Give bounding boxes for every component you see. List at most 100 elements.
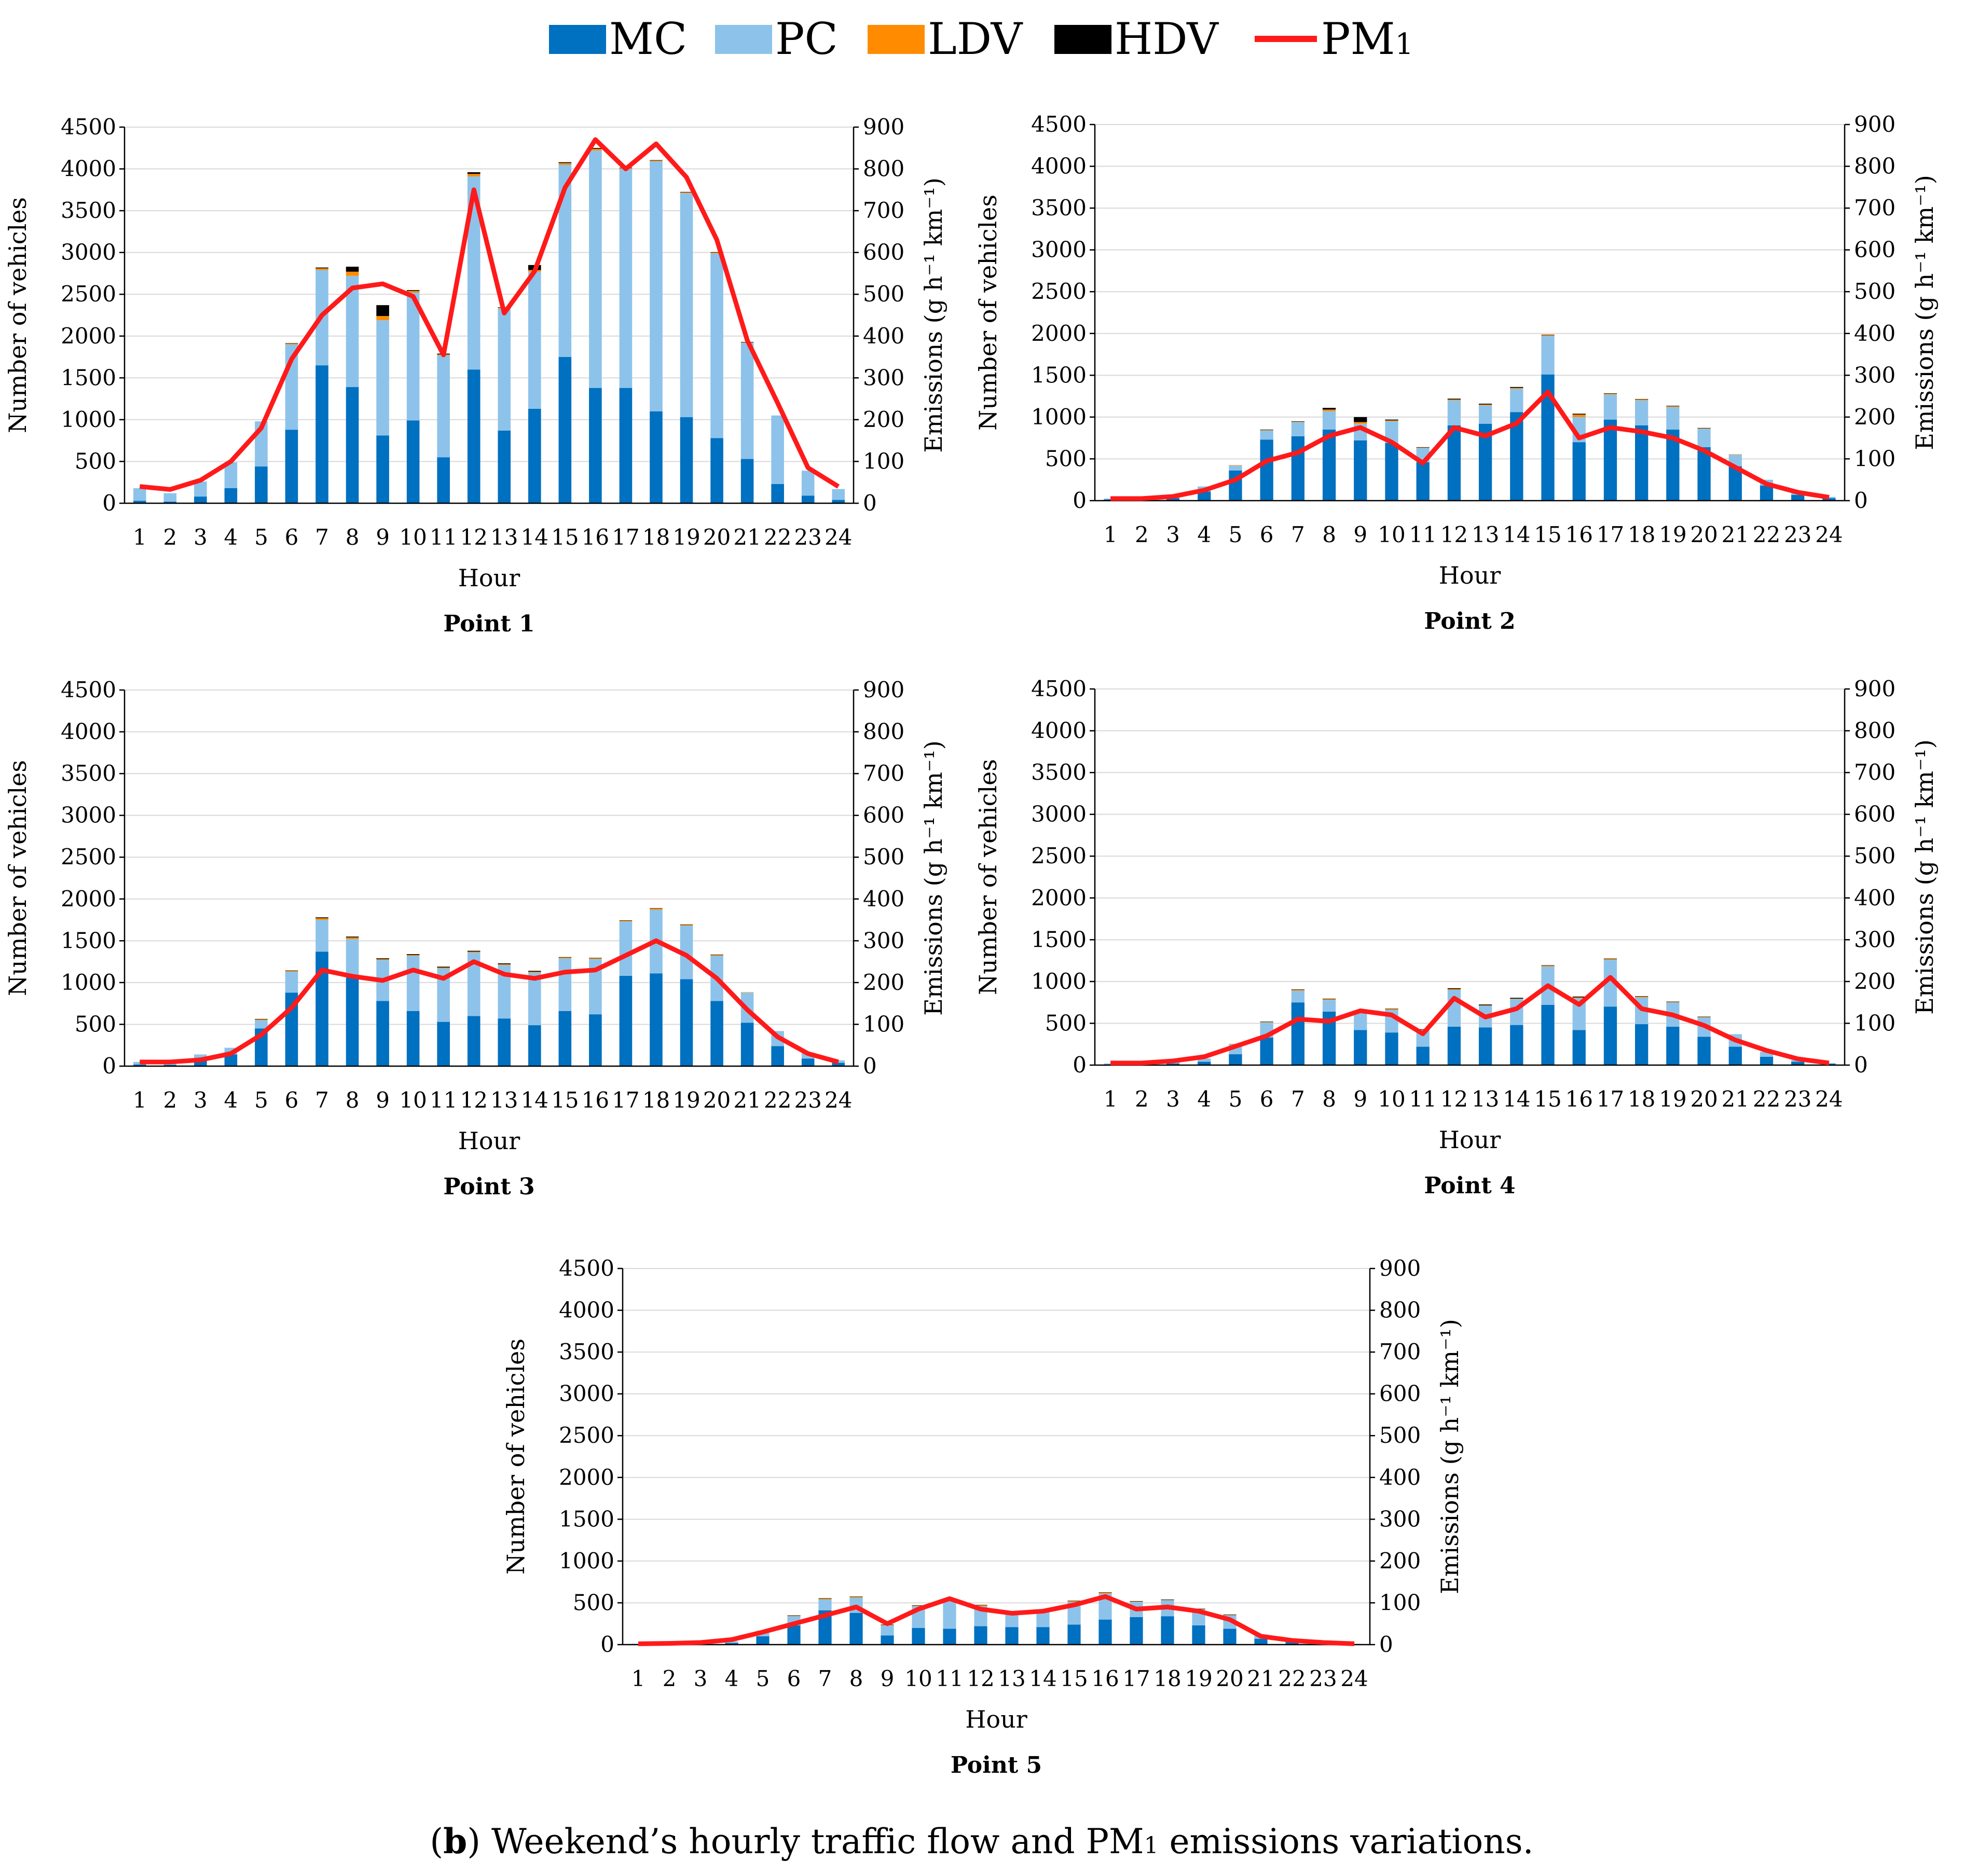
bar-ldv-hour-17 bbox=[1603, 393, 1617, 395]
x-tick-label: 17 bbox=[1597, 1086, 1624, 1112]
bar-hdv-hour-16 bbox=[1098, 1592, 1112, 1593]
x-axis-label: Hour bbox=[458, 564, 520, 592]
y2-tick-label: 600 bbox=[1854, 802, 1896, 827]
bar-pc-hour-24 bbox=[1822, 496, 1836, 499]
bar-pc-hour-2 bbox=[163, 493, 177, 502]
bar-ldv-hour-10 bbox=[1385, 420, 1398, 421]
legend-label-ldv: LDV bbox=[928, 13, 1023, 64]
x-tick-label: 9 bbox=[1353, 1086, 1367, 1112]
y-axis-label: Number of vehicles bbox=[4, 197, 32, 433]
y2-tick-label: 400 bbox=[863, 886, 904, 912]
y-axis-label: Number of vehicles bbox=[4, 760, 32, 996]
bar-pc-hour-18 bbox=[1635, 400, 1649, 425]
bar-ldv-hour-15 bbox=[558, 957, 572, 959]
y2-tick-label: 0 bbox=[863, 1053, 877, 1079]
bar-mc-hour-15 bbox=[1541, 1005, 1555, 1065]
x-tick-label: 23 bbox=[794, 1087, 821, 1113]
bar-mc-hour-21 bbox=[740, 459, 754, 503]
bar-mc-hour-19 bbox=[1192, 1625, 1205, 1645]
bar-hdv-hour-15 bbox=[558, 162, 572, 163]
bar-ldv-hour-13 bbox=[498, 964, 511, 965]
x-tick-label: 21 bbox=[1722, 1086, 1749, 1112]
y2-tick-label: 200 bbox=[1854, 404, 1896, 430]
y2-tick-label: 400 bbox=[1854, 885, 1896, 911]
bar-hdv-hour-17 bbox=[1130, 1601, 1143, 1602]
bar-pc-hour-15 bbox=[1541, 336, 1555, 375]
y2-tick-label: 800 bbox=[1854, 718, 1896, 743]
bar-mc-hour-11 bbox=[943, 1629, 956, 1645]
pm1-emission-line bbox=[140, 938, 839, 1065]
bar-hdv-hour-12 bbox=[1447, 988, 1461, 989]
y-tick-label: 4500 bbox=[1031, 112, 1087, 137]
bar-mc-hour-24 bbox=[832, 500, 845, 503]
y2-tick-label: 500 bbox=[1379, 1423, 1421, 1448]
bar-mc-hour-10 bbox=[406, 1011, 420, 1066]
bar-ldv-hour-16 bbox=[1098, 1593, 1112, 1594]
y2-tick-label: 0 bbox=[1379, 1632, 1393, 1657]
x-tick-label: 12 bbox=[1440, 522, 1468, 547]
bar-pc-hour-22 bbox=[1760, 1052, 1774, 1057]
x-tick-label: 4 bbox=[725, 1666, 739, 1691]
bar-hdv-hour-10 bbox=[406, 954, 420, 955]
y-tick-label: 1500 bbox=[1031, 362, 1087, 388]
y-tick-label: 4500 bbox=[61, 114, 116, 140]
bar-pc-hour-11 bbox=[943, 1601, 956, 1629]
bar-ldv-hour-10 bbox=[406, 955, 420, 956]
bars bbox=[1104, 958, 1836, 1065]
bar-mc-hour-4 bbox=[224, 1054, 238, 1066]
bar-mc-hour-14 bbox=[1036, 1627, 1050, 1645]
bar-hdv-hour-11 bbox=[1416, 447, 1430, 448]
x-tick-label: 22 bbox=[764, 525, 791, 550]
y-tick-label: 4000 bbox=[1031, 718, 1087, 743]
bar-mc-hour-3 bbox=[1166, 1063, 1180, 1065]
bar-pc-hour-23 bbox=[801, 471, 815, 496]
bar-ldv-hour-15 bbox=[1067, 1601, 1081, 1602]
bar-ldv-hour-12 bbox=[974, 1605, 987, 1606]
x-tick-label: 19 bbox=[672, 525, 700, 550]
bar-mc-hour-13 bbox=[1478, 1027, 1492, 1065]
bar-mc-hour-6 bbox=[787, 1625, 801, 1645]
x-tick-label: 22 bbox=[764, 1087, 791, 1113]
x-axis-label: Hour bbox=[965, 1705, 1027, 1733]
bar-mc-hour-24 bbox=[832, 1063, 845, 1066]
x-tick-label: 24 bbox=[1340, 1666, 1368, 1691]
bar-mc-hour-9 bbox=[376, 1001, 389, 1066]
y-tick-label: 3000 bbox=[1031, 802, 1087, 827]
bar-ldv-hour-14 bbox=[528, 971, 541, 973]
bar-ldv-hour-16 bbox=[1572, 997, 1586, 999]
y2-tick-label: 300 bbox=[863, 928, 904, 953]
x-tick-label: 2 bbox=[163, 1087, 177, 1113]
legend-item-hdv: HDV bbox=[1054, 13, 1219, 64]
bar-pc-hour-15 bbox=[558, 958, 572, 1011]
bar-hdv-hour-16 bbox=[1572, 996, 1586, 998]
x-tick-label: 21 bbox=[733, 525, 761, 550]
y2-tick-label: 700 bbox=[863, 198, 904, 223]
x-tick-label: 4 bbox=[1197, 1086, 1211, 1112]
x-tick-label: 18 bbox=[642, 525, 670, 550]
bar-ldv-hour-18 bbox=[650, 908, 663, 910]
y-axis-label: Number of vehicles bbox=[974, 759, 1002, 995]
bar-mc-hour-9 bbox=[1354, 440, 1367, 501]
y-tick-label: 3500 bbox=[559, 1339, 614, 1364]
y2-axis-label: Emissions (g h⁻¹ km⁻¹) bbox=[1911, 739, 1939, 1015]
bar-pc-hour-20 bbox=[1697, 429, 1711, 447]
bar-mc-hour-17 bbox=[1603, 419, 1617, 501]
bar-hdv-hour-13 bbox=[1478, 404, 1492, 405]
bar-ldv-hour-8 bbox=[1322, 409, 1336, 411]
bar-mc-hour-12 bbox=[467, 1016, 480, 1066]
bar-ldv-hour-16 bbox=[589, 148, 602, 151]
bar-mc-hour-22 bbox=[1760, 486, 1774, 501]
y-tick-label: 2000 bbox=[559, 1465, 614, 1490]
bar-hdv-hour-7 bbox=[1291, 421, 1304, 422]
y-tick-label: 1000 bbox=[1031, 969, 1087, 994]
bar-mc-hour-20 bbox=[710, 1001, 723, 1066]
x-tick-label: 1 bbox=[133, 525, 147, 550]
bar-hdv-hour-12 bbox=[467, 950, 480, 952]
x-tick-label: 5 bbox=[1229, 1086, 1243, 1112]
y2-tick-label: 500 bbox=[1854, 843, 1896, 868]
y2-tick-label: 500 bbox=[1854, 279, 1896, 304]
x-tick-label: 5 bbox=[254, 1087, 268, 1113]
x-tick-label: 8 bbox=[1322, 522, 1336, 547]
x-tick-label: 10 bbox=[1378, 1086, 1405, 1112]
